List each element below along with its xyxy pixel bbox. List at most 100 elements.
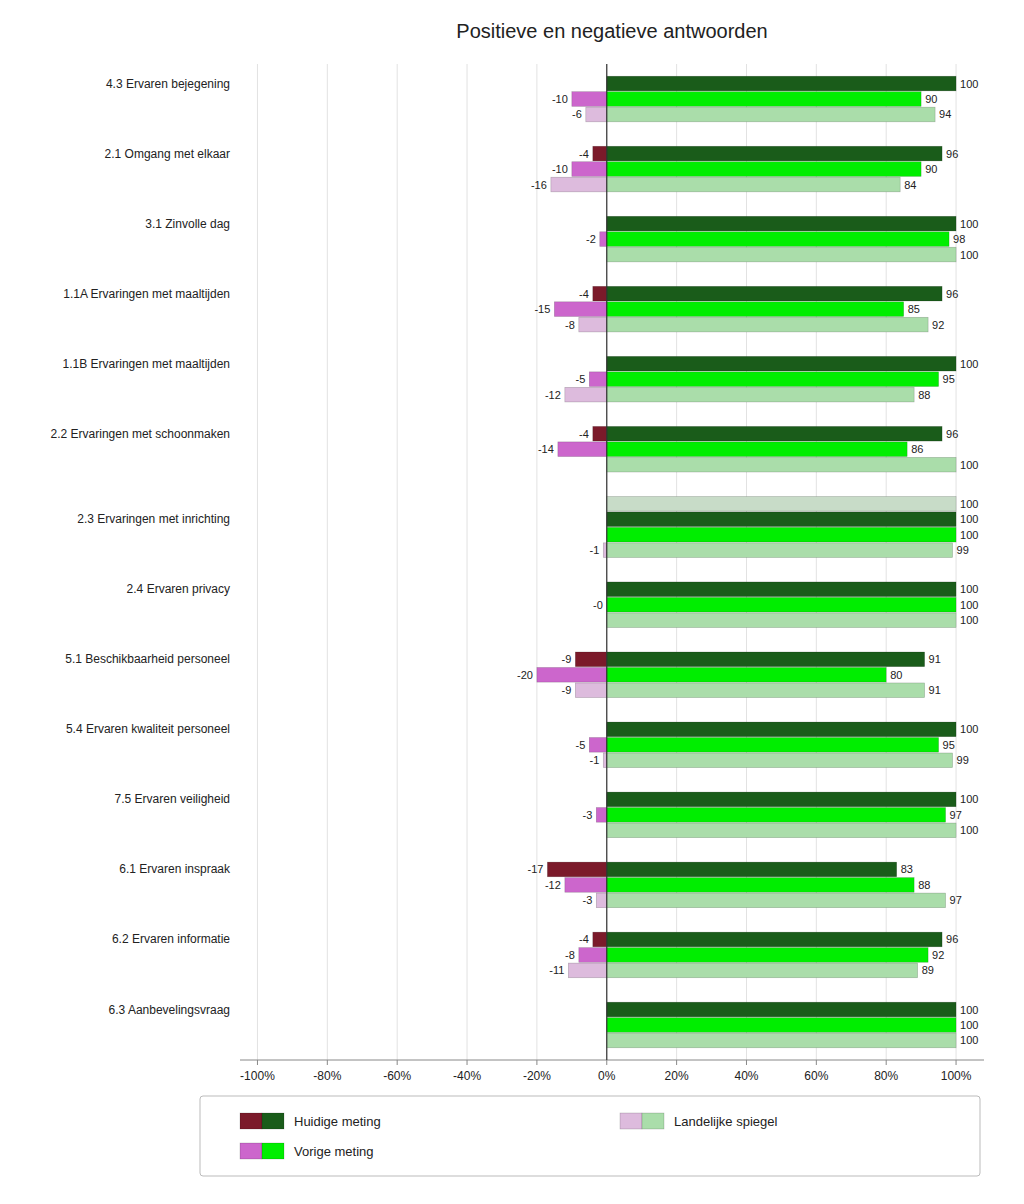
data-label: 100 bbox=[960, 459, 978, 471]
data-label: 99 bbox=[957, 544, 969, 556]
data-label: -1 bbox=[589, 754, 599, 766]
data-label: 100 bbox=[960, 599, 978, 611]
tick-mark bbox=[886, 1060, 887, 1065]
grid-line bbox=[606, 64, 607, 1060]
bar bbox=[607, 302, 904, 317]
bar bbox=[607, 512, 956, 527]
tick-label: 40% bbox=[734, 1069, 758, 1083]
legend-label: Vorige meting bbox=[294, 1144, 374, 1159]
bars bbox=[537, 76, 956, 1048]
bar bbox=[607, 1002, 956, 1017]
data-label: -9 bbox=[562, 653, 572, 665]
bar bbox=[607, 317, 928, 332]
data-label: 85 bbox=[908, 303, 920, 315]
tick-label: 20% bbox=[665, 1069, 689, 1083]
bar bbox=[607, 496, 956, 511]
legend: Huidige metingVorige metingLandelijke sp… bbox=[200, 1096, 980, 1176]
y-axis: 4.3 Ervaren bejegening 2.1 Omgang met elk… bbox=[51, 77, 231, 1017]
bar bbox=[607, 1033, 956, 1048]
data-label: 89 bbox=[922, 964, 934, 976]
tick-mark bbox=[606, 1060, 607, 1065]
data-label: 100 bbox=[960, 1019, 978, 1031]
grid-line bbox=[816, 64, 817, 1060]
data-label: 100 bbox=[960, 529, 978, 541]
bar bbox=[607, 286, 942, 301]
chart: Positieve en negatieve antwoorden-100%-8… bbox=[0, 0, 1024, 1204]
data-label: -9 bbox=[562, 684, 572, 696]
bar bbox=[607, 652, 925, 667]
data-label: 96 bbox=[946, 148, 958, 160]
tick-label: -20% bbox=[523, 1069, 551, 1083]
data-label: -20 bbox=[517, 669, 533, 681]
data-label: -17 bbox=[527, 863, 543, 875]
bar bbox=[547, 862, 606, 877]
bar bbox=[593, 426, 607, 441]
bar bbox=[607, 893, 946, 908]
bar bbox=[607, 808, 946, 823]
legend-swatch bbox=[620, 1113, 642, 1129]
bar bbox=[593, 146, 607, 161]
bar bbox=[607, 216, 956, 231]
bar bbox=[600, 232, 607, 247]
bar bbox=[596, 893, 606, 908]
bar bbox=[607, 823, 956, 838]
grid-line bbox=[746, 64, 747, 1060]
category-label: 4.3 Ervaren bejegening bbox=[106, 77, 230, 91]
data-label: 100 bbox=[960, 358, 978, 370]
data-label: 92 bbox=[932, 949, 944, 961]
category-label: 2.2 Ervaringen met schoonmaken bbox=[51, 427, 230, 441]
data-label: 98 bbox=[953, 233, 965, 245]
data-label: -6 bbox=[572, 108, 582, 120]
category-label: 6.1 Ervaren inspraak bbox=[119, 862, 231, 876]
data-labels: 100-1090-694-496-1090-1684100-298100-496… bbox=[517, 78, 978, 1047]
bar bbox=[607, 862, 897, 877]
legend-swatch bbox=[240, 1143, 262, 1159]
bar bbox=[607, 792, 956, 807]
bar bbox=[607, 963, 918, 978]
bar bbox=[593, 286, 607, 301]
data-label: -3 bbox=[583, 809, 593, 821]
grid bbox=[257, 64, 956, 1060]
zero-line bbox=[606, 64, 607, 1060]
bar bbox=[607, 527, 956, 542]
bar bbox=[607, 426, 942, 441]
data-label: -1 bbox=[589, 544, 599, 556]
bar bbox=[586, 107, 607, 122]
tick-mark bbox=[257, 1060, 258, 1065]
bar bbox=[607, 722, 956, 737]
tick-mark bbox=[746, 1060, 747, 1065]
tick-mark bbox=[676, 1060, 677, 1065]
category-label: 3.1 Zinvolle dag bbox=[145, 217, 230, 231]
data-label: 95 bbox=[943, 739, 955, 751]
data-label: 100 bbox=[960, 513, 978, 525]
tick-mark bbox=[397, 1060, 398, 1065]
grid-line bbox=[327, 64, 328, 1060]
category-label: 6.3 Aanbevelingsvraag bbox=[109, 1003, 230, 1017]
data-label: 100 bbox=[960, 793, 978, 805]
bar bbox=[607, 232, 949, 247]
tick-mark bbox=[536, 1060, 537, 1065]
data-label: 100 bbox=[960, 824, 978, 836]
data-label: 83 bbox=[901, 863, 913, 875]
tick-mark bbox=[327, 1060, 328, 1065]
tick-label: -100% bbox=[240, 1069, 275, 1083]
bar bbox=[572, 162, 607, 177]
data-label: -10 bbox=[552, 163, 568, 175]
grid-line bbox=[956, 64, 957, 1060]
bar bbox=[572, 92, 607, 107]
category-label: 2.1 Omgang met elkaar bbox=[105, 147, 230, 161]
data-label: 100 bbox=[960, 723, 978, 735]
bar bbox=[607, 738, 939, 753]
bar bbox=[551, 177, 607, 192]
data-label: 97 bbox=[950, 809, 962, 821]
category-label: 2.4 Ervaren privacy bbox=[127, 582, 230, 596]
data-label: 80 bbox=[890, 669, 902, 681]
bar bbox=[607, 247, 956, 262]
bar bbox=[565, 387, 607, 402]
bar bbox=[579, 948, 607, 963]
bar bbox=[607, 92, 921, 107]
category-label: 5.1 Beschikbaarheid personeel bbox=[65, 652, 230, 666]
tick-label: 100% bbox=[941, 1069, 972, 1083]
data-label: -12 bbox=[545, 879, 561, 891]
category-label: 1.1B Ervaringen met maaltijden bbox=[63, 357, 230, 371]
